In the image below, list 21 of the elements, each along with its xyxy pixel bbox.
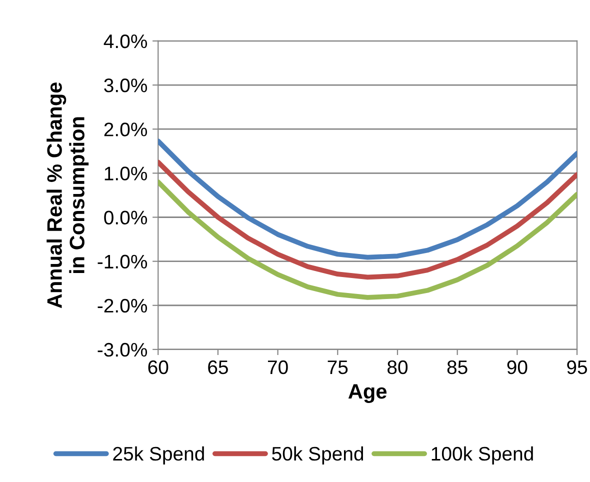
- x-tick-label: 80: [388, 360, 408, 374]
- x-tick-label: 65: [208, 360, 228, 374]
- x-axis-title: Age: [348, 384, 387, 403]
- y-tick-label: -1.0%: [98, 254, 148, 269]
- x-tick-label: 85: [447, 360, 468, 374]
- y-axis-title: Annual Real % Change in Consumption: [46, 82, 89, 308]
- y-tick-label: -2.0%: [98, 298, 148, 313]
- x-tick-label: 60: [148, 360, 168, 374]
- y-tick-label: -3.0%: [98, 342, 148, 357]
- y-tick-label: 3.0%: [104, 78, 148, 92]
- y-tick-label: 1.0%: [104, 166, 148, 180]
- y-tick-label: 2.0%: [104, 122, 148, 136]
- legend-label: 50k Spend: [272, 446, 364, 464]
- x-tick-label: 95: [567, 360, 588, 374]
- x-tick-label: 70: [268, 360, 288, 374]
- legend-label: 100k Spend: [432, 446, 533, 464]
- legend-label: 25k Spend: [113, 446, 204, 464]
- x-tick-label: 90: [507, 360, 528, 374]
- x-tick-label: 75: [328, 360, 348, 374]
- y-tick-label: 0.0%: [104, 210, 148, 224]
- y-tick-label: 4.0%: [104, 34, 148, 48]
